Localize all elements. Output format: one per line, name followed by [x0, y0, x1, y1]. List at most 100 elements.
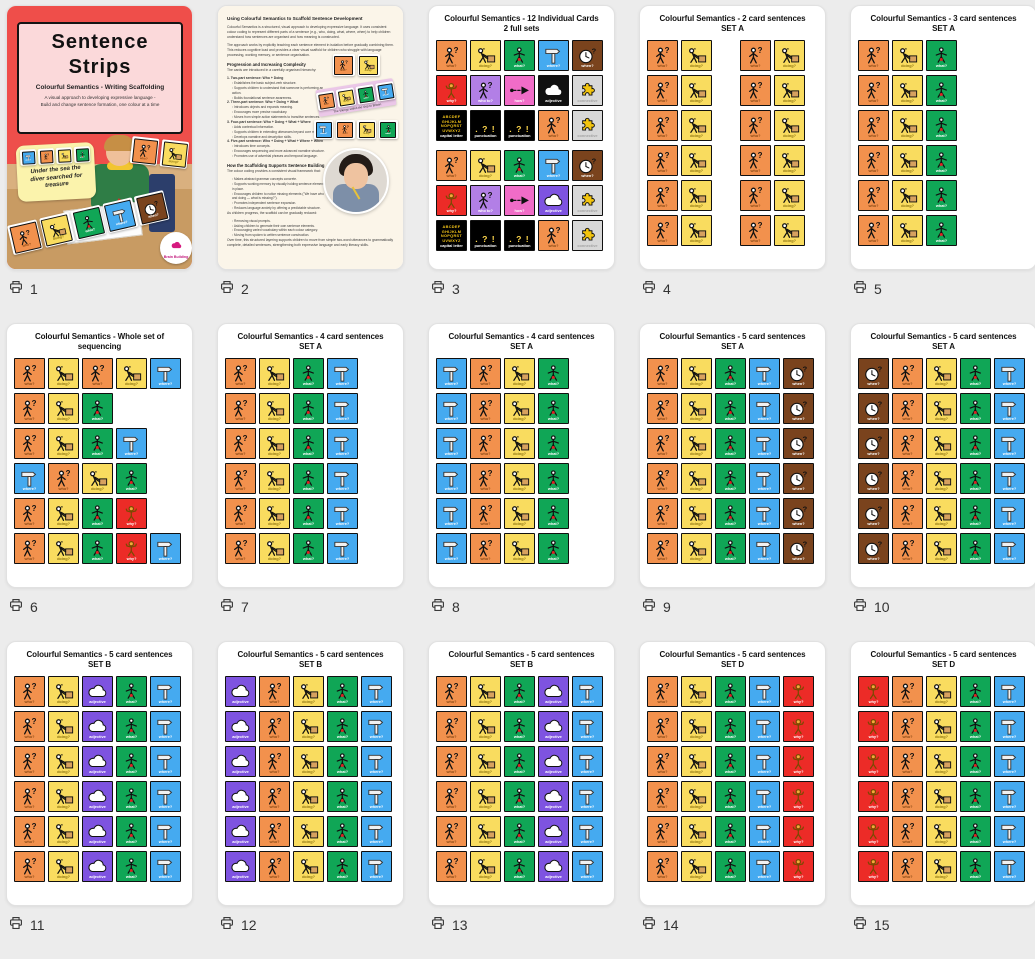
person-question-icon: ? [263, 788, 286, 805]
card-label: where? [581, 700, 595, 704]
card-label: what? [725, 522, 736, 526]
card-row: ?who?*doing?what?where? [225, 533, 396, 564]
card-who: ?who? [48, 463, 79, 494]
card-what: what? [538, 498, 569, 529]
card-who: ?who? [892, 711, 923, 742]
card-label: where? [336, 417, 350, 421]
card-label: where? [1003, 557, 1017, 561]
printer-icon [642, 916, 656, 935]
card-row: ?who?*doing??who?*doing? [647, 215, 818, 246]
card-why: why? [116, 533, 147, 564]
card-label: doing? [690, 382, 703, 386]
card-doing: *doing? [470, 781, 501, 812]
card-doing: *doing? [504, 463, 535, 494]
page-thumbnail-2[interactable]: Using Colourful Semantics to Scaffold Se… [217, 5, 404, 270]
person-arms-out-icon [930, 152, 953, 169]
page-cell: Using Colourful Semantics to Scaffold Se… [217, 5, 404, 299]
person-pushing-box-icon: * [474, 858, 497, 875]
card-label: what? [514, 875, 525, 879]
card-where: where? [116, 428, 147, 459]
card-label: who? [548, 134, 558, 138]
cloud-icon [542, 192, 565, 209]
card-label: adjective [89, 700, 106, 704]
card-where: where? [994, 428, 1025, 459]
person-question-icon: ? [651, 540, 674, 557]
card-label: why? [447, 209, 457, 213]
svg-text:*: * [483, 157, 485, 162]
card-doing: *doing? [892, 180, 923, 211]
person-pushing-box-icon: * [896, 82, 919, 99]
card-adjective: adjective [538, 711, 569, 742]
dashed-arrow-icon [508, 82, 531, 99]
signpost-icon [542, 157, 565, 174]
card-label: adjective [545, 840, 562, 844]
person-question-icon: ? [440, 718, 463, 735]
signpost-icon [365, 753, 388, 770]
signpost-icon [331, 435, 354, 452]
card-label: adjective [89, 875, 106, 879]
card-label: who? [902, 557, 912, 561]
card-label: who? [343, 133, 348, 135]
page-thumbnail-6[interactable]: Colourful Semantics - Whole set of seque… [6, 323, 193, 588]
card-what: what? [504, 816, 535, 847]
card-label: adjective [232, 735, 249, 739]
svg-text:*: * [939, 540, 941, 545]
person-arms-out-icon [297, 505, 320, 522]
person-question-icon: ? [229, 365, 252, 382]
card-label: who? [92, 382, 102, 386]
svg-text:?: ? [243, 365, 248, 373]
signpost-icon [440, 505, 463, 522]
card-label: doing? [57, 522, 70, 526]
card-label: what? [970, 522, 981, 526]
card-doing: *doing? [259, 393, 290, 424]
person-arms-out-icon [964, 435, 987, 452]
svg-text:?: ? [803, 435, 808, 444]
svg-text:?: ? [665, 82, 670, 90]
card-row: where??who?*doing?what? [436, 533, 607, 564]
card-who: ?who? [259, 781, 290, 812]
card-doing: *doing? [470, 816, 501, 847]
svg-text:?: ? [665, 683, 670, 691]
person-pushing-box-icon: * [685, 222, 708, 239]
page-subtitle: SET D [646, 660, 819, 670]
signpost-icon [365, 683, 388, 700]
printer-icon [853, 280, 867, 299]
card-label: doing? [935, 735, 948, 739]
signpost-icon [365, 788, 388, 805]
card-label: what? [936, 204, 947, 208]
card-label: where? [445, 452, 459, 456]
card-row: adjective?who?*doing?what?where? [225, 711, 396, 742]
card-label: why? [794, 840, 804, 844]
person-question-icon: ? [474, 82, 497, 99]
card-print-cutout: *doing? [336, 87, 357, 108]
card-who: ?who? [131, 138, 157, 164]
card-label: when? [792, 452, 804, 456]
signpost-icon [998, 365, 1021, 382]
page-thumbnail-3[interactable]: Colourful Semantics - 12 Individual Card… [428, 5, 615, 270]
card-label: who? [657, 487, 667, 491]
card-label: what? [970, 452, 981, 456]
person-shrugging-icon [120, 540, 143, 557]
card-row: ?who?*doing??who?*doing? [647, 180, 818, 211]
card-adjective: adjective [82, 781, 113, 812]
person-arms-out-icon [930, 222, 953, 239]
card-when: ?when? [858, 428, 889, 459]
card-label: where? [1003, 452, 1017, 456]
card-label: who? [868, 64, 878, 68]
card-doing: *doing? [470, 746, 501, 777]
page-title-line: Colourful Semantics - 5 card sentences [224, 650, 397, 660]
person-question-icon: ? [744, 152, 767, 169]
